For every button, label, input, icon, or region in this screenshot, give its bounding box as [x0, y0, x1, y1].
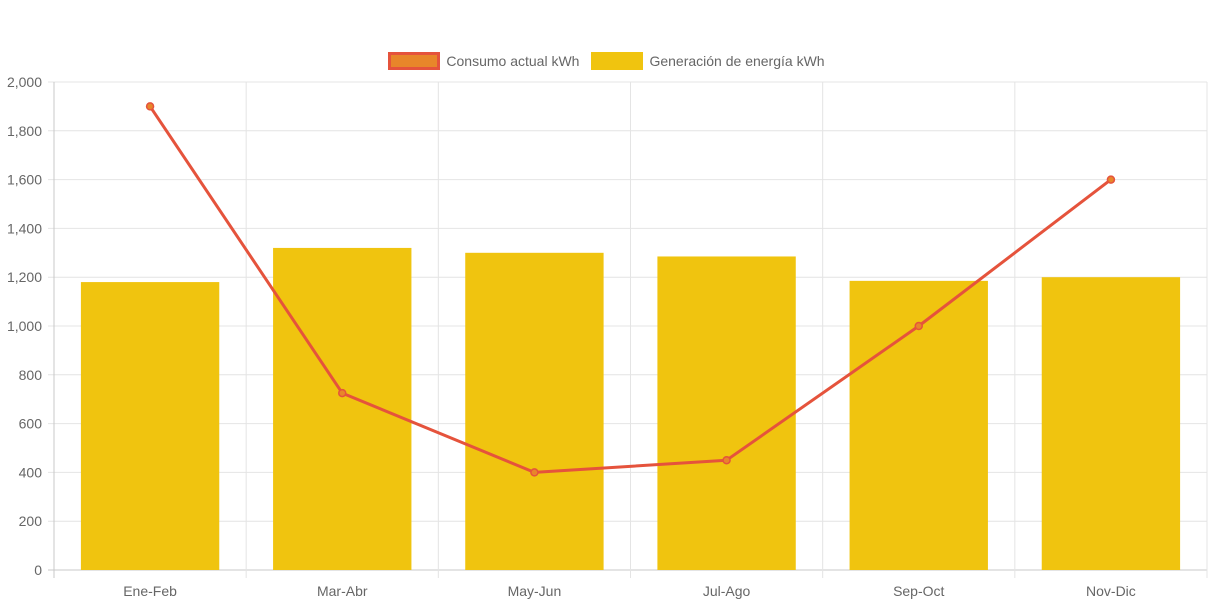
legend-swatch-consumo [388, 52, 441, 70]
x-tick-label: Nov-Dic [1086, 583, 1136, 599]
line-point [722, 455, 731, 465]
legend-item-generacion[interactable]: Generación de energía kWh [591, 52, 825, 70]
legend-label-consumo: Consumo actual kWh [446, 53, 580, 69]
y-tick-label: 1,800 [7, 123, 42, 139]
line-point [145, 102, 155, 111]
x-tick-label: Sep-Oct [893, 583, 944, 599]
line-point [530, 468, 539, 477]
series-line [148, 105, 1112, 474]
bar [1041, 277, 1181, 570]
line-point [914, 321, 923, 331]
y-tick-label: 0 [34, 562, 42, 578]
legend: Consumo actual kWh Generación de energía… [0, 52, 1213, 70]
bar [465, 252, 604, 571]
legend-swatch-generacion [591, 52, 644, 70]
x-tick-label: Mar-Abr [317, 583, 368, 599]
y-tick-label: 200 [19, 513, 43, 529]
y-tick-label: 800 [19, 367, 43, 383]
y-tick-label: 400 [19, 464, 43, 480]
x-tick-label: May-Jun [508, 583, 562, 599]
y-tick-label: 2,000 [7, 74, 42, 90]
bar [657, 256, 796, 570]
x-tick-label: Ene-Feb [123, 583, 177, 599]
y-tick-label: 1,600 [7, 172, 42, 188]
legend-label-generacion: Generación de energía kWh [649, 53, 825, 69]
line-point [338, 388, 347, 398]
y-tick-label: 1,000 [7, 318, 42, 334]
legend-item-consumo[interactable]: Consumo actual kWh [388, 52, 579, 70]
bar [273, 247, 412, 571]
y-tick-label: 1,200 [7, 269, 42, 285]
y-tick-label: 1,400 [7, 220, 42, 236]
y-tick-label: 600 [19, 416, 43, 432]
bar [80, 282, 220, 570]
x-tick-label: Jul-Ago [703, 583, 751, 599]
line-point [1106, 175, 1116, 184]
